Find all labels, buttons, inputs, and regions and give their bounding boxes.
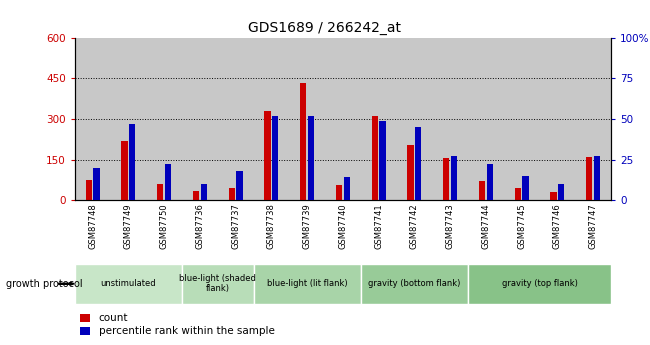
Bar: [75, 264, 182, 304]
Bar: [450, 156, 457, 200]
Text: gravity (bottom flank): gravity (bottom flank): [368, 279, 461, 288]
Text: growth protocol: growth protocol: [6, 279, 83, 289]
Bar: [343, 177, 350, 200]
Bar: [164, 165, 171, 200]
Bar: [468, 264, 611, 304]
Bar: [361, 264, 468, 304]
Bar: [265, 111, 271, 200]
Text: GSM87748: GSM87748: [88, 203, 97, 249]
Bar: [551, 192, 557, 200]
Bar: [157, 184, 164, 200]
Text: GSM87742: GSM87742: [410, 203, 419, 249]
Text: GSM87740: GSM87740: [339, 203, 347, 249]
Text: blue-light (shaded
flank): blue-light (shaded flank): [179, 274, 256, 294]
Bar: [479, 181, 486, 200]
Text: GDS1689 / 266242_at: GDS1689 / 266242_at: [248, 21, 402, 35]
Bar: [558, 184, 564, 200]
Bar: [254, 264, 361, 304]
Bar: [443, 158, 450, 200]
Bar: [379, 121, 385, 200]
Bar: [522, 176, 528, 200]
Bar: [86, 180, 92, 200]
Bar: [193, 191, 200, 200]
Text: GSM87743: GSM87743: [446, 203, 454, 249]
Text: GSM87745: GSM87745: [517, 203, 526, 249]
Bar: [593, 156, 600, 200]
Legend: count, percentile rank within the sample: count, percentile rank within the sample: [80, 313, 274, 336]
Text: GSM87746: GSM87746: [553, 203, 562, 249]
Bar: [336, 185, 343, 200]
Bar: [586, 157, 593, 200]
Bar: [307, 116, 314, 200]
Bar: [372, 116, 378, 200]
Text: GSM87736: GSM87736: [196, 203, 204, 249]
Text: GSM87738: GSM87738: [267, 203, 276, 249]
Bar: [200, 184, 207, 200]
Text: gravity (top flank): gravity (top flank): [502, 279, 577, 288]
Text: GSM87739: GSM87739: [303, 203, 311, 249]
Bar: [229, 188, 235, 200]
Text: GSM87750: GSM87750: [160, 203, 168, 249]
Bar: [515, 188, 521, 200]
Bar: [415, 127, 421, 200]
Bar: [122, 141, 128, 200]
Text: unstimulated: unstimulated: [101, 279, 156, 288]
Text: GSM87749: GSM87749: [124, 203, 133, 249]
Bar: [408, 145, 414, 200]
Text: GSM87747: GSM87747: [589, 203, 597, 249]
Bar: [182, 264, 254, 304]
Bar: [486, 165, 493, 200]
Bar: [272, 116, 278, 200]
Bar: [93, 168, 99, 200]
Text: GSM87737: GSM87737: [231, 203, 240, 249]
Text: GSM87744: GSM87744: [482, 203, 490, 249]
Bar: [236, 171, 242, 200]
Bar: [300, 82, 307, 200]
Text: GSM87741: GSM87741: [374, 203, 383, 249]
Text: blue-light (lit flank): blue-light (lit flank): [266, 279, 348, 288]
Bar: [129, 124, 135, 200]
